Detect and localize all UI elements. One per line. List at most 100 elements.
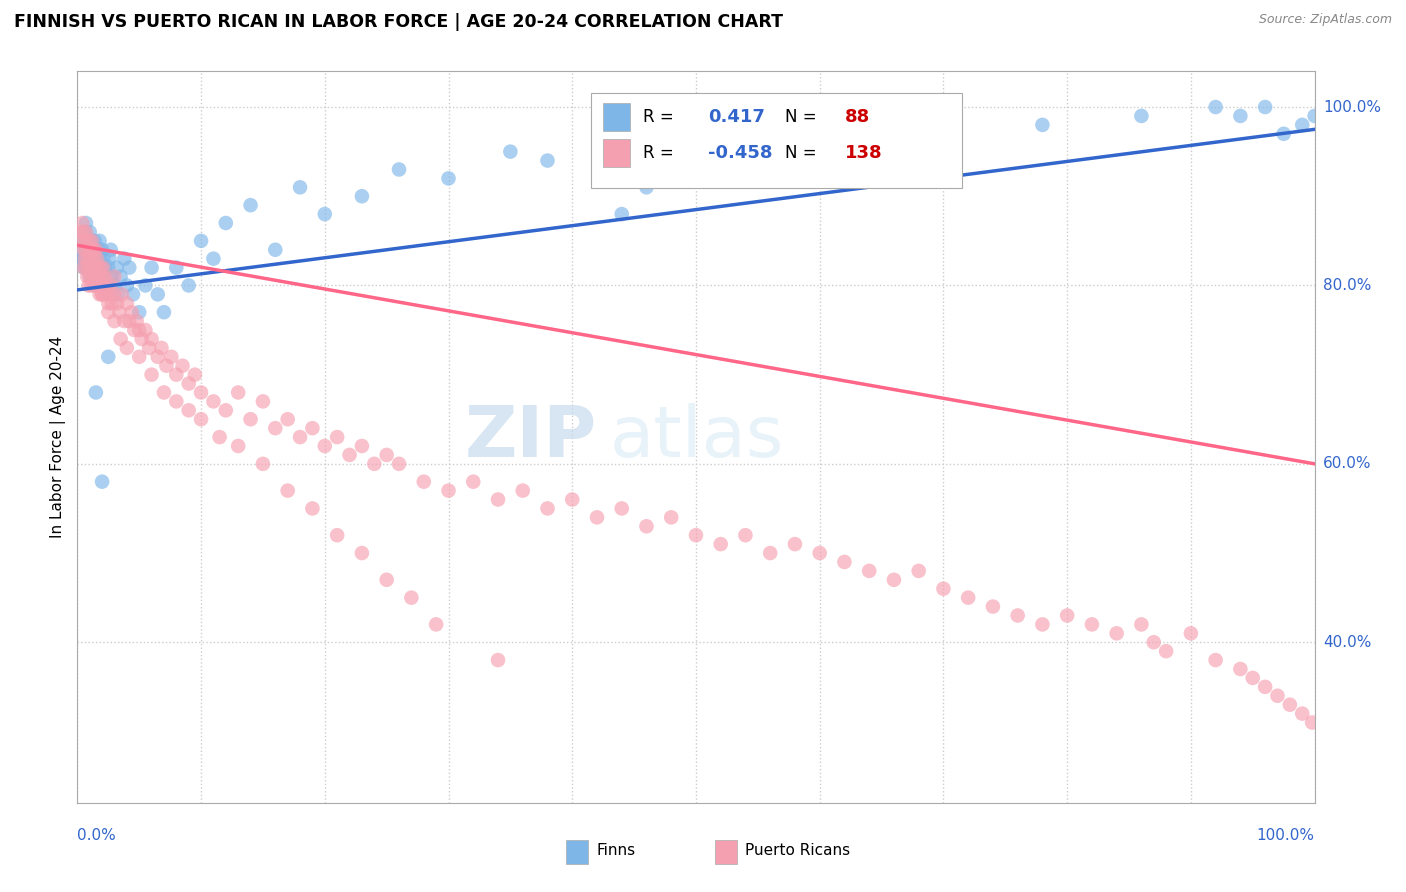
Point bbox=[636, 519, 658, 533]
Point bbox=[561, 492, 583, 507]
Text: 100.0%: 100.0% bbox=[1323, 100, 1381, 114]
Point bbox=[101, 296, 124, 310]
Point bbox=[486, 492, 509, 507]
Point bbox=[1130, 617, 1153, 632]
Point bbox=[72, 260, 94, 275]
Point bbox=[177, 376, 200, 391]
Point bbox=[202, 252, 225, 266]
Point bbox=[252, 394, 274, 409]
Text: atlas: atlas bbox=[609, 402, 783, 472]
Point bbox=[252, 457, 274, 471]
Text: FINNISH VS PUERTO RICAN IN LABOR FORCE | AGE 20-24 CORRELATION CHART: FINNISH VS PUERTO RICAN IN LABOR FORCE |… bbox=[14, 13, 783, 31]
Point bbox=[80, 278, 103, 293]
Point bbox=[91, 260, 114, 275]
Point bbox=[1180, 626, 1202, 640]
Point bbox=[172, 359, 194, 373]
Text: 138: 138 bbox=[845, 145, 882, 162]
Point bbox=[110, 332, 132, 346]
Point bbox=[86, 252, 108, 266]
Point bbox=[75, 260, 97, 275]
Point bbox=[87, 278, 110, 293]
Point bbox=[190, 412, 212, 426]
Point bbox=[76, 234, 98, 248]
Point bbox=[401, 591, 423, 605]
Point bbox=[77, 243, 100, 257]
Point bbox=[536, 501, 558, 516]
Point bbox=[512, 483, 534, 498]
Point bbox=[82, 260, 104, 275]
Point bbox=[107, 287, 129, 301]
Point bbox=[82, 269, 104, 284]
Point bbox=[82, 234, 104, 248]
Point bbox=[883, 573, 905, 587]
Point bbox=[91, 475, 114, 489]
Point bbox=[314, 439, 336, 453]
Point bbox=[1291, 118, 1313, 132]
Point bbox=[82, 252, 104, 266]
Point bbox=[425, 617, 447, 632]
Point bbox=[105, 296, 128, 310]
Point bbox=[1241, 671, 1264, 685]
Point bbox=[301, 501, 323, 516]
Point bbox=[981, 599, 1004, 614]
Point bbox=[314, 207, 336, 221]
Text: R =: R = bbox=[643, 145, 673, 162]
Point bbox=[93, 260, 115, 275]
Point bbox=[82, 260, 104, 275]
Point bbox=[110, 269, 132, 284]
Point bbox=[91, 269, 114, 284]
Text: -0.458: -0.458 bbox=[709, 145, 773, 162]
Point bbox=[82, 243, 104, 257]
Point bbox=[89, 269, 111, 284]
Point bbox=[115, 296, 138, 310]
Point bbox=[202, 394, 225, 409]
Point bbox=[72, 260, 94, 275]
Point bbox=[155, 359, 177, 373]
Point bbox=[165, 394, 187, 409]
Point bbox=[208, 430, 231, 444]
Point bbox=[932, 582, 955, 596]
Text: 100.0%: 100.0% bbox=[1257, 828, 1315, 843]
Point bbox=[94, 278, 117, 293]
Point bbox=[339, 448, 361, 462]
Point bbox=[437, 483, 460, 498]
Point bbox=[536, 153, 558, 168]
Point bbox=[80, 243, 103, 257]
Point bbox=[118, 260, 141, 275]
Point bbox=[277, 412, 299, 426]
Text: 40.0%: 40.0% bbox=[1323, 635, 1371, 649]
Point bbox=[610, 501, 633, 516]
Y-axis label: In Labor Force | Age 20-24: In Labor Force | Age 20-24 bbox=[51, 336, 66, 538]
Point bbox=[215, 216, 238, 230]
Point bbox=[75, 225, 97, 239]
Text: ZIP: ZIP bbox=[465, 402, 598, 472]
Point bbox=[77, 260, 100, 275]
Point bbox=[87, 260, 110, 275]
Point bbox=[288, 180, 311, 194]
Point bbox=[1031, 118, 1053, 132]
Point bbox=[1154, 644, 1177, 658]
Point bbox=[1291, 706, 1313, 721]
Point bbox=[79, 269, 101, 284]
Point bbox=[94, 269, 117, 284]
Point bbox=[103, 269, 125, 284]
Point bbox=[146, 287, 169, 301]
Point bbox=[388, 162, 411, 177]
Point bbox=[72, 225, 94, 239]
Point bbox=[288, 430, 311, 444]
Point bbox=[72, 234, 94, 248]
Point bbox=[79, 269, 101, 284]
Point bbox=[77, 243, 100, 257]
Point bbox=[636, 180, 658, 194]
Point bbox=[93, 269, 115, 284]
Point bbox=[96, 287, 118, 301]
Point bbox=[783, 118, 806, 132]
Point bbox=[808, 546, 831, 560]
FancyBboxPatch shape bbox=[591, 94, 962, 188]
Point bbox=[83, 234, 105, 248]
Point bbox=[239, 412, 262, 426]
Point bbox=[858, 136, 880, 150]
Point bbox=[72, 234, 94, 248]
Point bbox=[84, 260, 107, 275]
Point bbox=[93, 287, 115, 301]
